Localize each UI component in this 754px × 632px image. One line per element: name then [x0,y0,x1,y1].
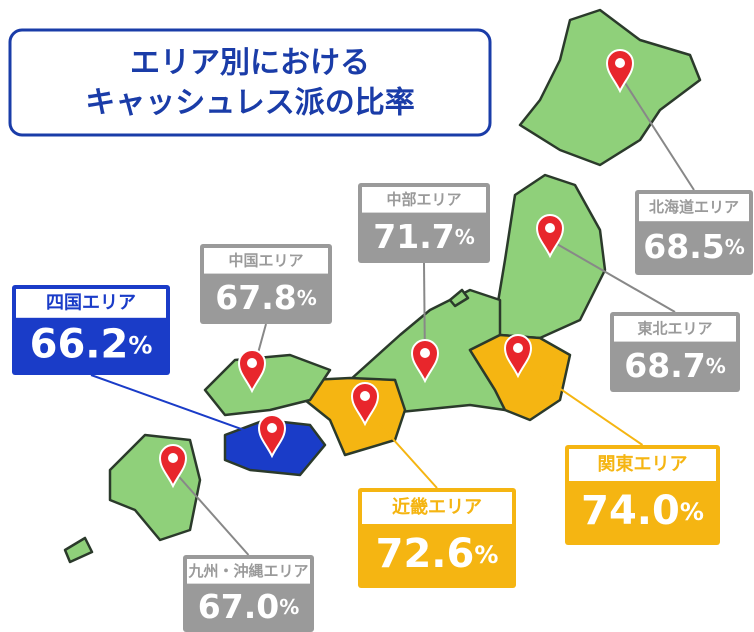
region-value: 67.8% [215,277,316,316]
pin [257,414,287,459]
pin-hole [545,223,555,233]
title-line: キャッシュレス派の比率 [85,86,414,121]
value-unit: % [455,224,475,248]
region-value: 67.0% [198,586,299,625]
value-unit: % [128,331,152,359]
region-value: 68.5% [643,227,744,266]
leader-line [549,239,676,313]
region-value: 74.0% [581,488,704,534]
value-unit: % [279,594,299,618]
value-number: 71.7 [373,216,454,255]
pin [410,339,440,384]
hokkaido [518,8,702,167]
sado [448,288,470,308]
title-line: エリア別における [130,46,370,81]
leader-line [172,469,250,556]
title-box [8,28,492,137]
value-unit: % [680,498,704,526]
value-unit: % [297,285,317,309]
pin [350,382,380,427]
region-value: 71.7% [373,216,474,255]
region-name: 九州・沖縄エリア [187,562,308,580]
region-name: 近畿エリア [392,496,482,518]
label-name-band [362,492,512,524]
label-name-band [614,316,736,342]
label-name-band [204,248,328,274]
label-name-band [639,194,749,222]
label-name-band [362,187,486,213]
label-name-band [569,449,716,481]
pin-hole [267,423,277,433]
leader-line [517,359,644,446]
region-name: 関東エリア [598,453,688,475]
pin [605,49,635,94]
value-number: 68.5 [643,227,724,266]
pin-hole [247,358,257,368]
value-number: 67.8 [215,277,296,316]
value-number: 66.2 [30,321,129,367]
pin-hole [360,391,370,401]
label-name-band [187,559,310,584]
pin [158,444,188,489]
region-value: 68.7% [624,345,725,384]
pin [535,214,565,259]
value-unit: % [725,235,745,259]
pin [237,349,267,394]
leader-line [619,74,695,191]
value-number: 72.6 [376,531,475,577]
value-number: 74.0 [581,488,680,534]
pin-hole [420,348,430,358]
region-name: 北海道エリア [649,198,739,216]
region-value: 72.6% [376,531,499,577]
region-name: 四国エリア [46,292,136,313]
region-name: 東北エリア [637,319,712,337]
region-value: 66.2% [30,321,153,367]
okinawa [63,536,94,564]
value-unit: % [474,541,498,569]
region-name: 中部エリア [386,190,461,208]
region-name: 中国エリア [228,251,303,269]
value-number: 68.7 [624,345,705,384]
leader-line [364,407,438,489]
pin-hole [513,343,523,353]
leader-line [90,374,273,441]
label-name-band [16,289,166,318]
value-unit: % [706,353,726,377]
pin-hole [168,453,178,463]
value-number: 67.0 [198,586,279,625]
pin [503,334,533,379]
kyushu [108,433,202,542]
pin-hole [615,58,625,68]
